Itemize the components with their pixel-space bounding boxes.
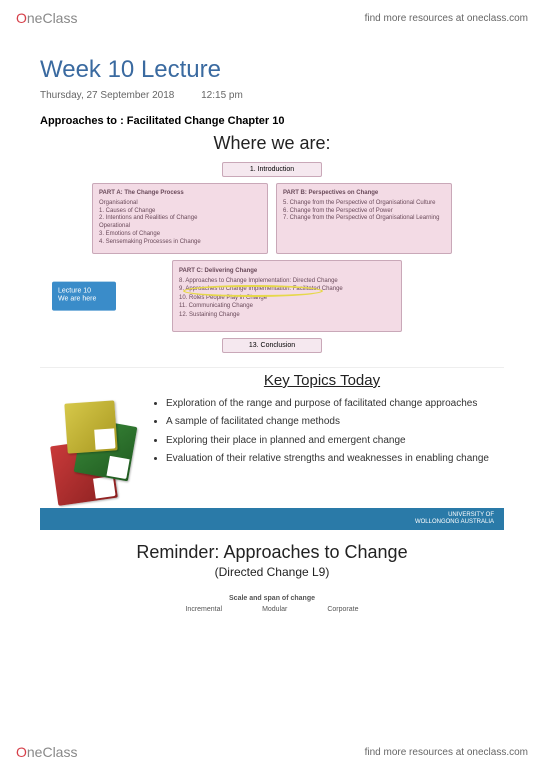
key-topics-wrap: Key Topics Today Exploration of the rang… [148, 372, 496, 471]
part-c-wrap: Lecture 10 We are here PART C: Deliverin… [92, 260, 452, 332]
brand-rest: neClass [27, 744, 78, 760]
book-yellow-icon [64, 400, 117, 453]
reminder-subtitle: (Directed Change L9) [40, 565, 504, 579]
part-a-heading: PART A: The Change Process [99, 190, 261, 198]
conclusion-box: 13. Conclusion [222, 338, 322, 353]
key-topics-title: Key Topics Today [148, 372, 496, 389]
key-topics-list: Exploration of the range and purpose of … [148, 397, 496, 467]
university-label: UNIVERSITY OF WOLLONGONG AUSTRALIA [415, 512, 494, 525]
part-c-heading: PART C: Delivering Change [179, 267, 395, 275]
scale-item: Incremental [185, 606, 222, 613]
footer-link-text[interactable]: find more resources at oneclass.com [365, 747, 528, 758]
brand-rest: neClass [27, 10, 78, 26]
header-link-text[interactable]: find more resources at oneclass.com [365, 13, 528, 24]
part-b-heading: PART B: Perspectives on Change [283, 190, 445, 198]
brand-logo-footer: OneClass [16, 744, 77, 760]
part-c-items: 8. Approaches to Change Implementation: … [179, 277, 395, 319]
course-map-diagram: 1. Introduction PART A: The Change Proce… [92, 162, 452, 353]
diagram-columns: PART A: The Change Process Organisationa… [92, 183, 452, 254]
scale-label: Scale and span of change [40, 595, 504, 602]
key-topics-slide: Key Topics Today Exploration of the rang… [40, 367, 504, 530]
lecture-date: Thursday, 27 September 2018 [40, 90, 174, 101]
books-stack-icon [48, 402, 138, 502]
lecture-time: 12:15 pm [201, 90, 243, 101]
page-footer: OneClass find more resources at oneclass… [0, 734, 544, 770]
brand-logo: OneClass [16, 10, 77, 26]
part-b-items: 5. Change from the Perspective of Organi… [283, 200, 445, 223]
list-item: A sample of facilitated change methods [166, 415, 496, 430]
page-header: OneClass find more resources at oneclass… [0, 0, 544, 36]
list-item: Exploration of the range and purpose of … [166, 397, 496, 412]
date-line: Thursday, 27 September 2018 12:15 pm [40, 90, 504, 101]
list-item: Exploring their place in planned and eme… [166, 434, 496, 449]
university-bar: UNIVERSITY OF WOLLONGONG AUSTRALIA [40, 508, 504, 530]
brand-o: O [16, 10, 27, 26]
reminder-slide: Reminder: Approaches to Change (Directed… [40, 542, 504, 613]
page-title: Week 10 Lecture [40, 56, 504, 84]
part-b-box: PART B: Perspectives on Change 5. Change… [276, 183, 452, 254]
scale-row: Incremental Modular Corporate [40, 606, 504, 613]
page-content: Week 10 Lecture Thursday, 27 September 2… [0, 56, 544, 613]
where-title: Where we are: [40, 133, 504, 154]
scale-item: Modular [262, 606, 287, 613]
list-item: Evaluation of their relative strengths a… [166, 452, 496, 467]
scale-item: Corporate [327, 606, 358, 613]
part-a-items: Organisational 1. Causes of Change 2. In… [99, 200, 261, 247]
brand-o: O [16, 744, 27, 760]
part-a-box: PART A: The Change Process Organisationa… [92, 183, 268, 254]
lecture-here-tag: Lecture 10 We are here [52, 281, 116, 310]
chapter-heading: Approaches to : Facilitated Change Chapt… [40, 115, 504, 127]
highlight-ellipse-icon [183, 285, 323, 297]
part-c-box: PART C: Delivering Change 8. Approaches … [172, 260, 402, 332]
reminder-title: Reminder: Approaches to Change [40, 542, 504, 563]
intro-box: 1. Introduction [222, 162, 322, 177]
